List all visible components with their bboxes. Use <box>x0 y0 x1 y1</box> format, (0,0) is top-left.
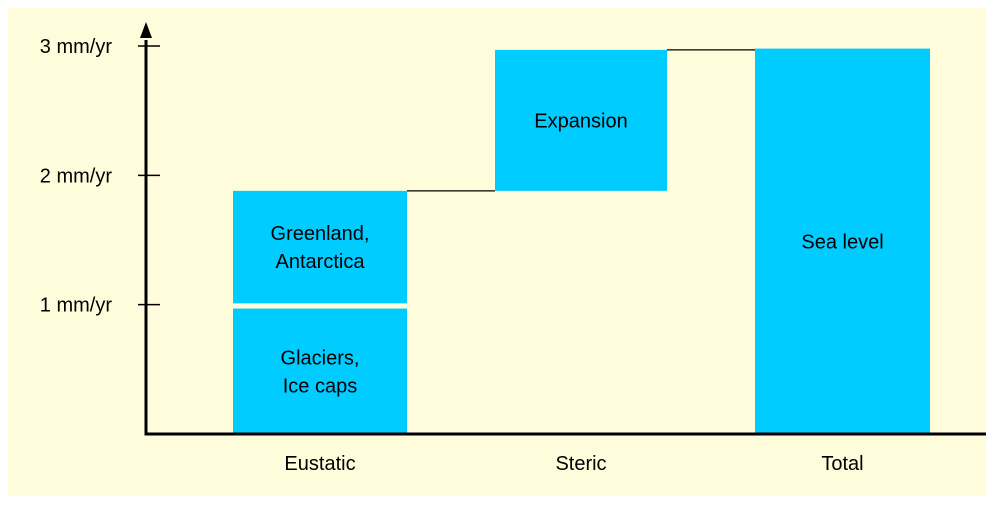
y-tick-label-2: 3 mm/yr <box>40 36 113 58</box>
x-axis-labels: Eustatic Steric Total <box>284 453 863 475</box>
bar-label-1-0: Greenland, <box>271 223 370 245</box>
x-category-label-1: Steric <box>555 453 606 475</box>
bars: Glaciers, Ice caps Greenland, Antarctica Exp… <box>233 48 930 435</box>
bar-segment-3 <box>755 48 930 435</box>
x-category-label-2: Total <box>821 453 863 475</box>
x-category-label-0: Eustatic <box>284 453 355 475</box>
bar-label-2-0: Expansion <box>534 110 627 132</box>
connector-lines <box>407 49 755 192</box>
y-tick-label-0: 1 mm/yr <box>40 295 113 317</box>
bar-segment-2 <box>495 49 667 191</box>
bar-label-3-0: Sea level <box>801 231 883 253</box>
y-axis-ticks: 1 mm/yr 2 mm/yr 3 mm/yr <box>40 36 160 317</box>
y-tick-label-1: 2 mm/yr <box>40 165 113 187</box>
bar-segment-1 <box>233 190 407 304</box>
axes <box>140 22 986 436</box>
bar-label-0-1: Ice caps <box>283 375 357 397</box>
bar-label-1-1: Antarctica <box>276 251 366 273</box>
bar-label-0-0: Glaciers, <box>281 347 360 369</box>
y-axis-arrowhead <box>140 22 152 38</box>
bar-segment-0 <box>233 308 407 434</box>
